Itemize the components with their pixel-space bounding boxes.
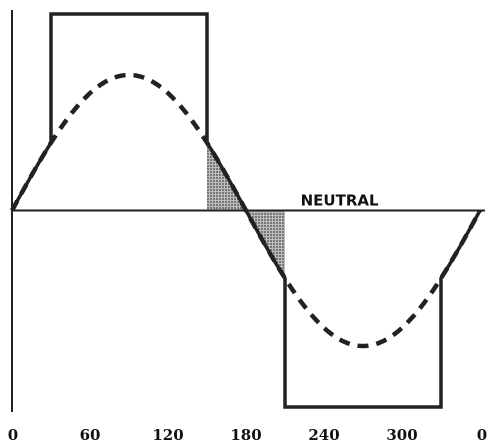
x-tick-label: 300 bbox=[386, 426, 417, 444]
x-tick-label: 180 bbox=[230, 426, 261, 444]
x-tick-label: 240 bbox=[308, 426, 339, 444]
x-tick-label: 120 bbox=[152, 426, 183, 444]
x-tick-label: 60 bbox=[80, 426, 101, 444]
x-tick-label: 0 bbox=[477, 426, 487, 444]
x-tick-label: 0 bbox=[8, 426, 18, 444]
modified-square-wave-line bbox=[10, 12, 482, 409]
neutral-label: NEUTRAL bbox=[301, 192, 379, 210]
